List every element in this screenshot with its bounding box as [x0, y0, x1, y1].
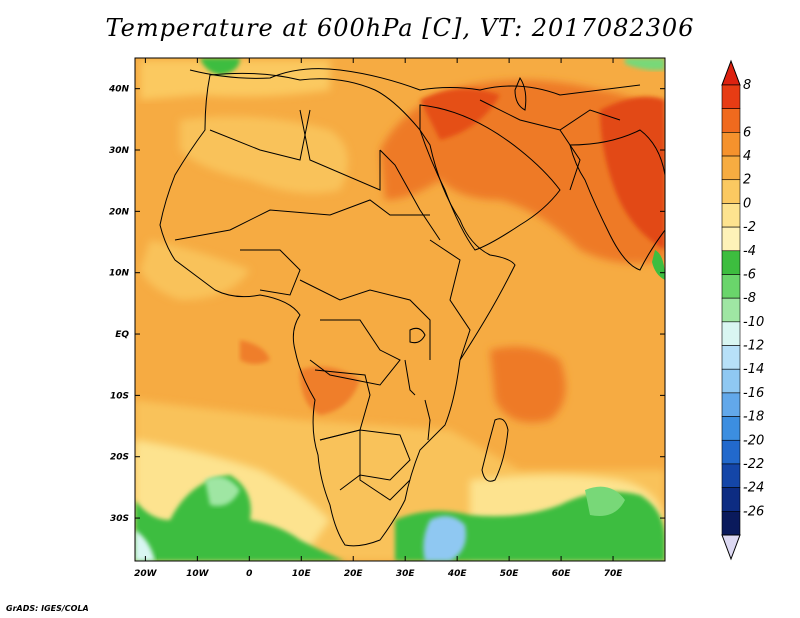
lat-label: 20S	[110, 453, 129, 463]
colorbar-segment	[721, 84, 741, 109]
lon-label: 50E	[500, 569, 520, 579]
colorbar-segment	[721, 108, 741, 133]
field-hot-indianocean	[490, 346, 566, 423]
colorbar-label: -16	[743, 386, 764, 401]
colorbar-label: 8	[743, 78, 751, 93]
field-light-iberia	[140, 60, 330, 100]
colorbar-label: -4	[743, 244, 756, 259]
colorbar-label: -24	[743, 481, 764, 496]
colorbar-label: -2	[743, 220, 756, 235]
lat-label: 10N	[109, 269, 130, 279]
colorbar-segment	[721, 487, 741, 512]
lat-label: 40N	[108, 85, 130, 95]
colorbar-bottom-arrow	[721, 534, 741, 561]
lon-label: 40E	[447, 569, 468, 579]
colorbar-label: -10	[743, 315, 764, 330]
border-congo	[309, 319, 401, 386]
colorbar-label: -12	[743, 339, 764, 354]
border-algeria	[209, 109, 311, 161]
chart-title: Temperature at 600hPa [C], VT: 201708230…	[105, 14, 695, 42]
colorbar-label: -18	[743, 410, 764, 425]
colorbar-segment	[721, 297, 741, 323]
field-lightgreen-sw	[585, 486, 625, 516]
field-hottest-india	[600, 96, 665, 251]
colorbar-top-arrow	[721, 59, 741, 86]
lake-tanganyika	[404, 359, 416, 396]
colorbar-label: -26	[743, 504, 764, 519]
field-blue-south	[423, 516, 466, 561]
colorbar-segment	[721, 250, 741, 275]
colorbar-segment	[721, 511, 741, 536]
border-central	[299, 279, 431, 360]
lon-label: 70E	[604, 569, 624, 579]
lon-label: 60E	[552, 569, 572, 579]
colorbar: 8 6 4 2 0 -2 -4 -6 -8 -10 -12 -14 -16 -18 -20 -22 -24 -26	[721, 59, 764, 561]
colorbar-label: 4	[743, 149, 751, 164]
caspian	[514, 76, 527, 111]
temperature-field	[135, 58, 665, 561]
field-lightblue-sw	[135, 530, 155, 561]
field-green-ne	[625, 58, 665, 71]
colorbar-segment	[721, 392, 741, 417]
colorbar-label: 2	[743, 173, 751, 188]
colorbar-segment	[721, 463, 741, 488]
border-sahel	[174, 199, 430, 241]
lon-label: 10W	[186, 569, 210, 579]
field-light-sahara	[180, 116, 348, 194]
lon-label: 20E	[344, 569, 364, 579]
field-lightgreen-south	[205, 476, 240, 506]
lat-label: 10S	[110, 391, 129, 401]
mediterranean-north	[189, 68, 641, 96]
lat-label: 20N	[109, 207, 130, 217]
colorbar-label: -20	[743, 433, 764, 448]
colorbar-label: -14	[743, 362, 764, 377]
border-east	[429, 239, 471, 361]
colorbar-segment	[721, 132, 741, 157]
lake-victoria	[409, 327, 426, 344]
colorbar-segment	[721, 439, 741, 465]
border-afghan	[559, 129, 581, 191]
border-southern	[359, 430, 411, 501]
india	[569, 129, 665, 271]
arabia	[419, 104, 561, 251]
field-hot-west	[240, 340, 270, 364]
colorbar-label: -8	[743, 291, 756, 306]
colorbar-label: -6	[743, 267, 756, 282]
lake-nyasa	[424, 399, 431, 441]
latitude-axis: 40N 30N 20N 10N EQ 10S 20S 30S	[108, 85, 665, 524]
lat-label: 30N	[109, 146, 130, 156]
colorbar-segment	[721, 416, 741, 441]
lat-label: 30S	[110, 514, 129, 524]
colorbar-label: 0	[743, 196, 751, 211]
lon-label: 20W	[134, 569, 158, 579]
border-nigeria	[240, 249, 301, 296]
colorbar-segment	[721, 321, 741, 346]
colorbar-segment	[721, 226, 741, 252]
longitude-axis: 20W 10W 0 10E 20E 30E 40E 50E 60E 70E	[134, 58, 623, 579]
lon-label: 10E	[292, 569, 312, 579]
madagascar	[481, 418, 509, 482]
red-sea-border	[379, 149, 441, 241]
field-light-westafrica	[140, 240, 250, 300]
lon-label: 30E	[396, 569, 416, 579]
coastlines-and-borders	[159, 68, 665, 547]
lon-label: 0	[246, 569, 252, 579]
colorbar-segment	[721, 274, 741, 299]
colorbar-segment	[721, 368, 741, 394]
colorbar-label: -22	[743, 457, 764, 472]
colorbar-segment	[721, 155, 741, 181]
credits-footer: GrADS: IGES/COLA	[6, 604, 89, 613]
map-frame	[134, 57, 666, 562]
colorbar-segment	[721, 345, 741, 370]
colorbar-label: 6	[743, 125, 751, 140]
lat-label: EQ	[115, 330, 129, 340]
field-green-south	[135, 475, 345, 561]
field-green-north	[200, 58, 240, 75]
colorbar-segment	[721, 179, 741, 204]
colorbar-segment	[721, 203, 741, 228]
